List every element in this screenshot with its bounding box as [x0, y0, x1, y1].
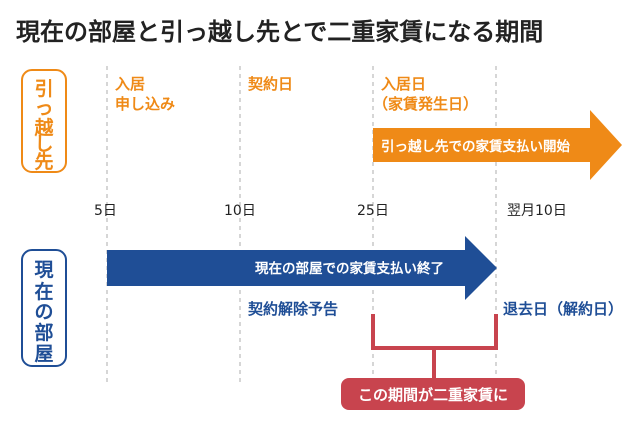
new-home-lane-label: 引 っ 越 し 先 — [33, 78, 54, 173]
overlap-badge — [341, 378, 525, 410]
current-rent-end-arrow-label: 現在の部屋での家賃支払い終了 — [255, 260, 444, 277]
move-out-label: 退去日（解約日） — [503, 300, 623, 318]
overlap-label: この期間が二重家賃に — [358, 386, 508, 404]
new-home-lane-box — [21, 69, 67, 173]
current-home-char-4: 部 — [34, 321, 53, 344]
move-in-label-line1: 入居日 — [381, 75, 426, 93]
new-rent-start-arrow — [373, 110, 622, 180]
new-home-char-3: 越 — [33, 116, 54, 139]
current-rent-end-arrow — [107, 236, 497, 300]
current-home-char-5: 屋 — [34, 343, 53, 365]
apply-label-line1: 入居 — [115, 75, 145, 93]
current-home-char-2: 在 — [34, 280, 53, 303]
tick-label-25: 25日 — [357, 203, 389, 219]
tick-label-next-10: 翌月10日 — [507, 203, 567, 219]
current-home-char-3: の — [34, 301, 53, 323]
new-home-char-5: 先 — [34, 150, 53, 173]
tick-label-10: 10日 — [224, 203, 256, 219]
current-home-char-1: 現 — [34, 259, 53, 281]
current-home-lane-label: 現 在 の 部 屋 — [34, 259, 53, 365]
current-home-lane-box — [21, 249, 67, 367]
notice-label: 契約解除予告 — [247, 300, 338, 318]
page-title: 現在の部屋と引っ越し先とで二重家賃になる期間 — [16, 18, 543, 46]
contract-date-label: 契約日 — [247, 75, 293, 93]
tick-label-5: 5日 — [94, 203, 117, 219]
overlap-bracket — [371, 314, 498, 378]
guide-lines — [106, 66, 497, 384]
new-rent-start-arrow-label: 引っ越し先での家賃支払い開始 — [381, 138, 570, 155]
new-home-char-1: 引 — [34, 78, 53, 100]
move-in-label-line2: （家賃発生日） — [373, 95, 478, 113]
new-home-char-2: っ — [34, 97, 53, 119]
new-home-char-4: し — [34, 133, 53, 155]
apply-label-line2: 申し込み — [115, 95, 175, 113]
